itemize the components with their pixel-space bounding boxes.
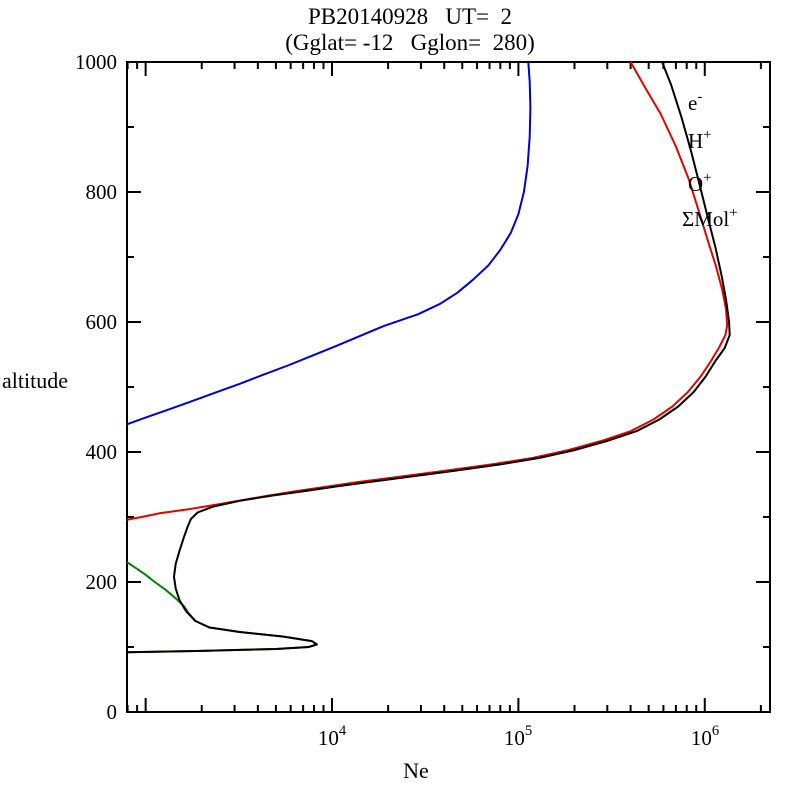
series-line-summol	[127, 561, 318, 654]
legend-entry-mol-plus: ΣMol+	[682, 205, 738, 231]
y-tick-label: 1000	[75, 50, 117, 74]
series-line-h	[127, 62, 532, 426]
x-tick-label: 105	[504, 723, 532, 750]
legend-entry-h-plus: H+	[688, 127, 711, 153]
chart-title: PB20140928 UT= 2	[308, 4, 512, 29]
x-tick-label: 104	[318, 723, 347, 750]
y-tick-label: 800	[86, 180, 118, 204]
legend-entry-o-plus: O+	[688, 170, 711, 196]
series-line-o	[127, 62, 729, 521]
x-tick-label: 106	[691, 723, 719, 750]
series-line-e	[127, 62, 731, 654]
tick-marks	[126, 61, 770, 713]
chart-subtitle: (Gglat= -12 Gglon= 280)	[285, 30, 535, 55]
data-curves	[127, 62, 731, 654]
y-axis-label: altitude	[2, 368, 68, 393]
y-tick-label: 200	[86, 570, 118, 594]
y-tick-label: 400	[86, 440, 118, 464]
legend-entry-electrons: e-	[688, 89, 702, 115]
y-tick-label: 600	[86, 310, 118, 334]
y-tick-label: 0	[107, 700, 118, 724]
plot-frame	[126, 61, 771, 713]
x-axis-label: Ne	[403, 758, 429, 783]
